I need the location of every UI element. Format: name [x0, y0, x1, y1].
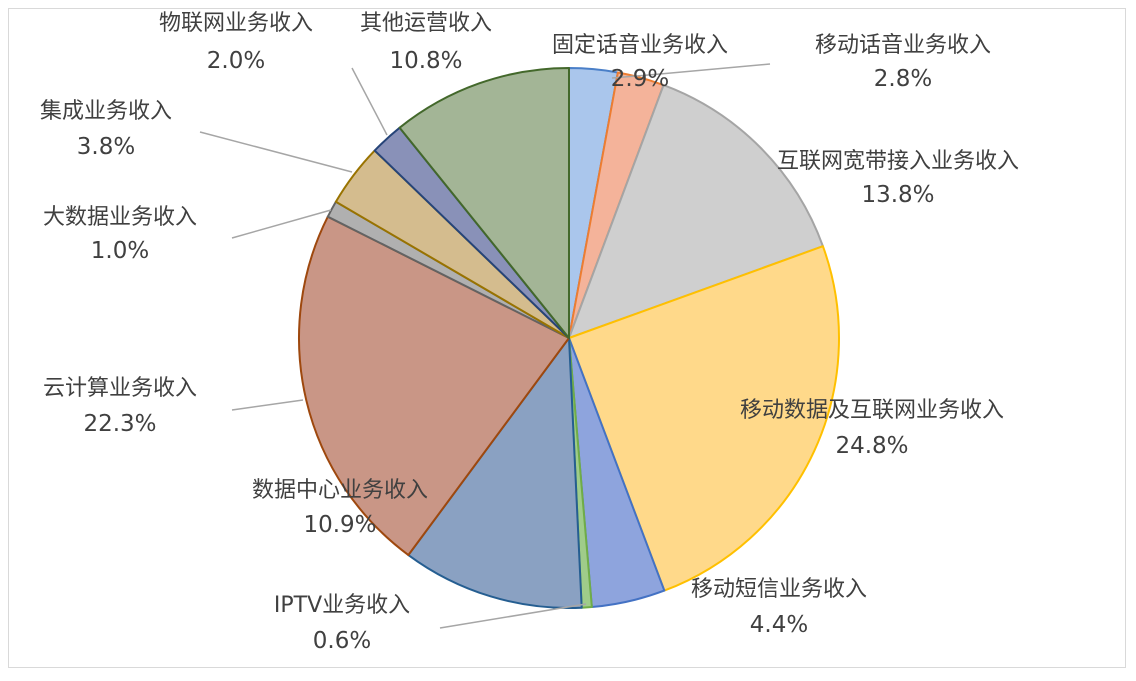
slice-4-percent: 24.8% — [835, 433, 908, 459]
slice-7 — [407, 337, 583, 609]
slice-2-percent: 2.8% — [874, 66, 932, 92]
slice-8-percent: 22.3% — [83, 411, 156, 437]
slice-11-percent: 2.0% — [207, 48, 265, 74]
slice-10-label: 集成业务收入 — [40, 99, 172, 124]
slice-12-percent: 10.8% — [389, 48, 462, 74]
slice-2-label: 移动话音业务收入 — [815, 33, 991, 58]
slice-9-label: 大数据业务收入 — [43, 205, 197, 230]
slice-9-leader-line — [231, 209, 332, 239]
slice-12 — [398, 67, 570, 339]
slice-3-percent: 13.8% — [861, 182, 934, 208]
slice-7-label: 数据中心业务收入 — [252, 478, 428, 503]
slice-1-leader-line — [611, 73, 661, 79]
slice-1-label: 固定话音业务收入 — [552, 33, 728, 58]
slice-6-label: IPTV业务收入 — [274, 593, 410, 618]
slice-4-label: 移动数据及互联网业务收入 — [740, 398, 1004, 423]
slice-8 — [298, 215, 570, 557]
slice-8-label: 云计算业务收入 — [43, 376, 197, 401]
slice-7-percent: 10.9% — [303, 512, 376, 538]
slice-6-percent: 0.6% — [313, 628, 371, 654]
slice-3 — [568, 84, 824, 339]
data-labels: 固定话音业务收入 2.9% 移动话音业务收入 2.8% 互联网宽带接入业务收入 13.8%… — [40, 11, 1019, 654]
slice-6-leader-line — [439, 603, 587, 629]
slice-3-label: 互联网宽带接入业务收入 — [777, 149, 1019, 174]
pie-slices — [298, 67, 840, 609]
slice-4 — [568, 245, 840, 592]
slice-10-percent: 3.8% — [77, 134, 135, 160]
slice-5-label: 移动短信业务收入 — [691, 577, 867, 602]
slice-9-percent: 1.0% — [91, 238, 149, 264]
leader-lines — [199, 63, 771, 629]
slice-11-leader-line — [351, 67, 388, 136]
slice-10-leader-line — [199, 131, 353, 173]
slice-2-leader-line — [659, 63, 771, 75]
slice-11-label: 物联网业务收入 — [159, 11, 313, 36]
slice-5-percent: 4.4% — [750, 612, 808, 638]
slice-1-percent: 2.9% — [611, 66, 669, 92]
slice-8-leader-line — [231, 399, 304, 411]
slice-12-label: 其他运营收入 — [360, 11, 492, 36]
